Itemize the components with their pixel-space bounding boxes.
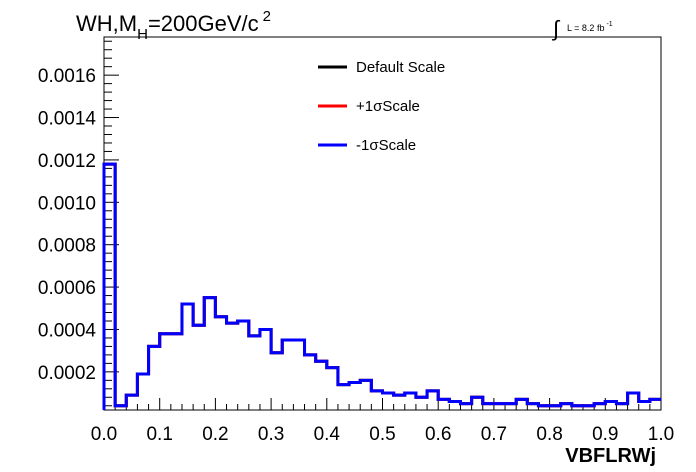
x-tick-label: 0.5 bbox=[369, 424, 395, 445]
histogram-series bbox=[102, 162, 661, 410]
legend: Default Scale +1σScale -1σScale bbox=[318, 59, 445, 154]
y-tick-label: 0.0010 bbox=[38, 193, 96, 214]
x-tick-label: 1.0 bbox=[648, 424, 674, 445]
chart-title-rest: =200GeV/c bbox=[148, 11, 259, 36]
svg-text:L = 8.2 fb-1: L = 8.2 fb -1 bbox=[567, 21, 613, 33]
series-1 bbox=[102, 162, 661, 410]
series-line bbox=[102, 162, 661, 410]
x-tick-label: 0.4 bbox=[314, 424, 341, 445]
y-tick-label: 0.0016 bbox=[38, 66, 96, 87]
y-tick-label: 0.0002 bbox=[38, 363, 96, 384]
plot-frame bbox=[103, 36, 662, 411]
y-tick-label: 0.0008 bbox=[38, 236, 96, 257]
x-axis-label: VBFLRWj bbox=[565, 445, 656, 467]
series-2 bbox=[102, 162, 661, 410]
legend-label: -1σScale bbox=[356, 137, 416, 154]
legend-label: Default Scale bbox=[356, 59, 445, 76]
series-0 bbox=[102, 162, 661, 410]
y-tick-label: 0.0006 bbox=[38, 278, 96, 299]
x-tick-label: 0.9 bbox=[592, 424, 618, 445]
y-tick-label: 0.0014 bbox=[38, 109, 97, 130]
x-tick-label: 0.6 bbox=[425, 424, 451, 445]
x-tick-label: 0.8 bbox=[536, 424, 562, 445]
legend-entry: -1σScale bbox=[318, 137, 416, 154]
y-tick-label: 0.0012 bbox=[38, 151, 96, 172]
series-line bbox=[102, 162, 661, 410]
luminosity-superscript: -1 bbox=[606, 21, 612, 28]
chart-title-main: WH,M bbox=[76, 11, 137, 36]
integral-symbol: ∫ bbox=[551, 16, 561, 41]
x-axis: 0.0 0.1 0.2 0.3 0.4 0.5 0.6 0.7 0.8 0.9 1.0 bbox=[91, 398, 674, 445]
x-tick-label: 0.2 bbox=[202, 424, 228, 445]
luminosity-label: ∫ L = 8.2 fb -1 bbox=[551, 16, 613, 41]
x-tick-label: 0.1 bbox=[146, 424, 172, 445]
luminosity-text: L = 8.2 fb bbox=[567, 23, 604, 33]
series-line bbox=[102, 162, 661, 410]
chart-title-subscript: H bbox=[137, 26, 148, 43]
chart-title: WH,MH=200GeV/c 2 bbox=[76, 8, 271, 43]
y-tick-label: 0.0004 bbox=[38, 320, 97, 341]
x-tick-label: 0.7 bbox=[481, 424, 507, 445]
svg-text:WH,MH=200GeV/c2: WH,MH=200GeV/c 2 bbox=[76, 8, 271, 43]
legend-label: +1σScale bbox=[356, 98, 420, 115]
legend-entry: +1σScale bbox=[318, 98, 420, 115]
x-tick-label: 0.0 bbox=[91, 424, 117, 445]
y-axis: 0.0002 0.0004 0.0006 0.0008 0.0010 0.0012 0.00… bbox=[38, 40, 119, 407]
chart-title-superscript: 2 bbox=[263, 8, 271, 25]
legend-entry: Default Scale bbox=[318, 59, 445, 76]
x-tick-label: 0.3 bbox=[258, 424, 284, 445]
